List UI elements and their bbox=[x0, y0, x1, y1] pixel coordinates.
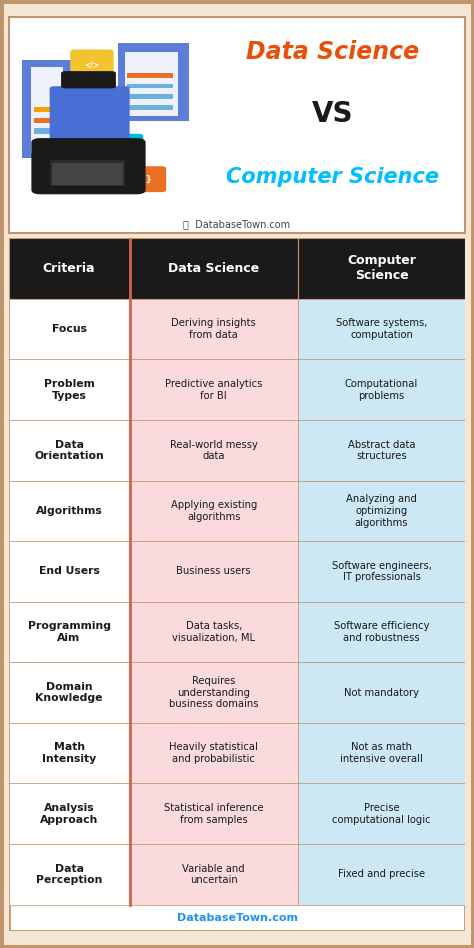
Text: {}: {} bbox=[141, 174, 153, 184]
Bar bbox=[298, 663, 465, 723]
Bar bbox=[52, 163, 123, 185]
FancyBboxPatch shape bbox=[128, 166, 166, 192]
Text: Heavily statistical
and probabilistic: Heavily statistical and probabilistic bbox=[169, 742, 258, 764]
Bar bbox=[129, 481, 298, 541]
Bar bbox=[9, 238, 129, 299]
Text: Algorithms: Algorithms bbox=[36, 506, 102, 516]
Bar bbox=[129, 359, 298, 420]
Text: Domain
Knowledge: Domain Knowledge bbox=[36, 682, 103, 703]
Bar bbox=[9, 602, 129, 663]
Bar bbox=[129, 420, 298, 481]
Text: </>: </> bbox=[84, 60, 100, 69]
Text: End Users: End Users bbox=[39, 567, 100, 576]
Bar bbox=[298, 481, 465, 541]
Bar bbox=[298, 420, 465, 481]
Bar bbox=[129, 299, 298, 359]
Text: ⚙: ⚙ bbox=[120, 142, 128, 152]
Bar bbox=[129, 783, 298, 844]
Bar bbox=[9, 541, 129, 602]
Bar bbox=[298, 602, 465, 663]
Text: Software efficiency
and robustness: Software efficiency and robustness bbox=[334, 621, 429, 643]
Text: Precise
computational logic: Precise computational logic bbox=[332, 803, 431, 825]
Bar bbox=[31, 66, 64, 154]
Bar bbox=[50, 159, 125, 186]
Bar bbox=[129, 663, 298, 723]
Bar bbox=[118, 43, 189, 120]
Bar bbox=[129, 844, 298, 904]
Text: Software systems,
computation: Software systems, computation bbox=[336, 319, 427, 340]
Text: Data Science: Data Science bbox=[168, 262, 259, 275]
Text: Math
Intensity: Math Intensity bbox=[42, 742, 96, 764]
Bar bbox=[34, 139, 59, 145]
Text: Criteria: Criteria bbox=[43, 262, 95, 275]
Text: Computational
problems: Computational problems bbox=[345, 379, 418, 401]
Bar bbox=[22, 61, 73, 157]
Text: Software engineers,
IT professionals: Software engineers, IT professionals bbox=[332, 560, 431, 582]
Bar bbox=[298, 783, 465, 844]
Bar bbox=[34, 150, 59, 155]
Text: Focus: Focus bbox=[52, 324, 87, 335]
Text: VS: VS bbox=[312, 100, 354, 128]
Text: Data
Perception: Data Perception bbox=[36, 864, 102, 885]
Bar bbox=[128, 105, 173, 110]
FancyBboxPatch shape bbox=[50, 86, 129, 145]
Bar bbox=[9, 420, 129, 481]
Bar bbox=[9, 359, 129, 420]
Text: Predictive analytics
for BI: Predictive analytics for BI bbox=[165, 379, 263, 401]
Bar bbox=[129, 723, 298, 783]
Bar bbox=[298, 844, 465, 904]
Text: Computer Science: Computer Science bbox=[227, 167, 439, 187]
Bar bbox=[34, 128, 59, 134]
Bar bbox=[298, 359, 465, 420]
Bar bbox=[129, 238, 298, 299]
Bar bbox=[298, 238, 465, 299]
Bar bbox=[298, 723, 465, 783]
Text: Data tasks,
visualization, ML: Data tasks, visualization, ML bbox=[172, 621, 255, 643]
Text: Analysis
Approach: Analysis Approach bbox=[40, 803, 98, 825]
Bar bbox=[9, 723, 129, 783]
Bar bbox=[128, 73, 173, 78]
Bar bbox=[125, 51, 178, 117]
Text: 🗄  DatabaseTown.com: 🗄 DatabaseTown.com bbox=[183, 220, 291, 229]
Bar bbox=[34, 118, 59, 123]
Bar bbox=[9, 783, 129, 844]
Text: Data
Orientation: Data Orientation bbox=[34, 440, 104, 461]
Text: Programming
Aim: Programming Aim bbox=[27, 621, 110, 643]
Bar bbox=[128, 95, 173, 100]
Text: Not as math
intensive overall: Not as math intensive overall bbox=[340, 742, 423, 764]
Text: Applying existing
algorithms: Applying existing algorithms bbox=[171, 501, 257, 521]
Bar bbox=[34, 107, 59, 112]
Text: Statistical inference
from samples: Statistical inference from samples bbox=[164, 803, 264, 825]
Bar bbox=[9, 844, 129, 904]
Text: Variable and
uncertain: Variable and uncertain bbox=[182, 864, 245, 885]
Text: Deriving insights
from data: Deriving insights from data bbox=[171, 319, 256, 340]
Bar bbox=[9, 481, 129, 541]
Bar bbox=[298, 299, 465, 359]
FancyBboxPatch shape bbox=[61, 71, 116, 88]
Text: Data Science: Data Science bbox=[246, 40, 419, 64]
Text: Business users: Business users bbox=[176, 567, 251, 576]
Text: Not mandatory: Not mandatory bbox=[344, 687, 419, 698]
FancyBboxPatch shape bbox=[70, 49, 114, 80]
Bar bbox=[128, 83, 173, 88]
Text: Abstract data
structures: Abstract data structures bbox=[348, 440, 415, 461]
Bar bbox=[298, 541, 465, 602]
Text: Problem
Types: Problem Types bbox=[44, 379, 94, 401]
Text: Real-world messy
data: Real-world messy data bbox=[170, 440, 258, 461]
Bar bbox=[9, 663, 129, 723]
Text: Computer
Science: Computer Science bbox=[347, 254, 416, 283]
Bar bbox=[129, 541, 298, 602]
Bar bbox=[129, 602, 298, 663]
FancyBboxPatch shape bbox=[104, 134, 143, 159]
Circle shape bbox=[64, 77, 114, 100]
Text: Requires
understanding
business domains: Requires understanding business domains bbox=[169, 676, 258, 709]
Text: DatabaseTown.com: DatabaseTown.com bbox=[176, 913, 298, 922]
Text: Fixed and precise: Fixed and precise bbox=[338, 869, 425, 880]
FancyBboxPatch shape bbox=[31, 138, 146, 194]
Text: Analyzing and
optimizing
algorithms: Analyzing and optimizing algorithms bbox=[346, 494, 417, 527]
Bar bbox=[9, 299, 129, 359]
